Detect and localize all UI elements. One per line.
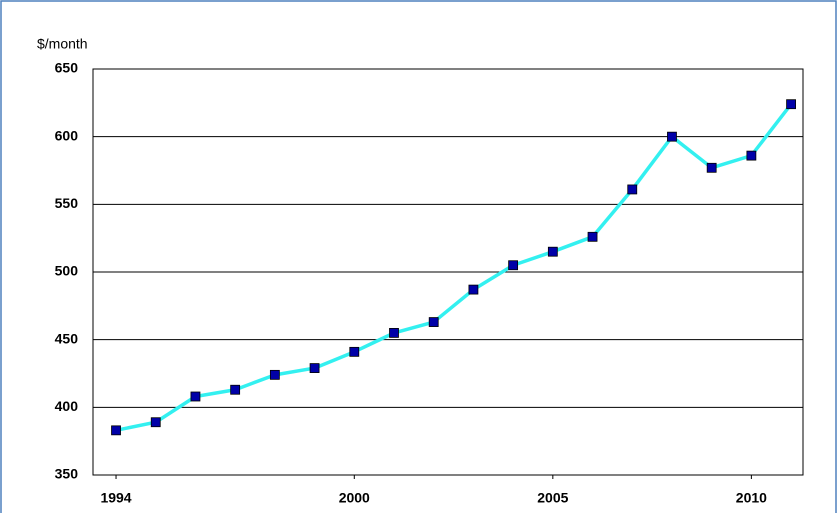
y-tick-label: 400 — [55, 398, 79, 414]
marker — [269, 369, 280, 380]
y-tick-label: 350 — [55, 466, 79, 482]
marker — [746, 150, 757, 161]
marker — [428, 317, 439, 327]
x-tick-label: 2005 — [537, 490, 568, 506]
marker — [786, 99, 796, 110]
y-tick-label: 600 — [55, 127, 79, 143]
marker — [389, 327, 399, 338]
marker — [667, 131, 677, 142]
line — [115, 103, 793, 433]
x-tick-label: 2010 — [736, 490, 767, 506]
marker — [706, 162, 717, 173]
marker — [190, 391, 201, 402]
marker — [627, 184, 638, 195]
y-tick-label: 650 — [55, 60, 79, 76]
y-tick-label: 450 — [55, 330, 79, 346]
y-axis-label: $/month — [37, 36, 88, 52]
marker — [349, 346, 360, 357]
marker — [508, 260, 519, 271]
marker — [547, 246, 558, 257]
y-tick-label: 500 — [55, 263, 79, 279]
y-tick-label: 550 — [55, 195, 79, 211]
marker — [150, 417, 161, 428]
x-tick-label: 1994 — [100, 490, 131, 506]
marker — [309, 363, 320, 373]
marker — [230, 384, 241, 395]
marker — [587, 231, 598, 242]
x-tick-label: 2000 — [339, 490, 370, 506]
marker — [468, 284, 479, 295]
marker — [111, 425, 121, 436]
